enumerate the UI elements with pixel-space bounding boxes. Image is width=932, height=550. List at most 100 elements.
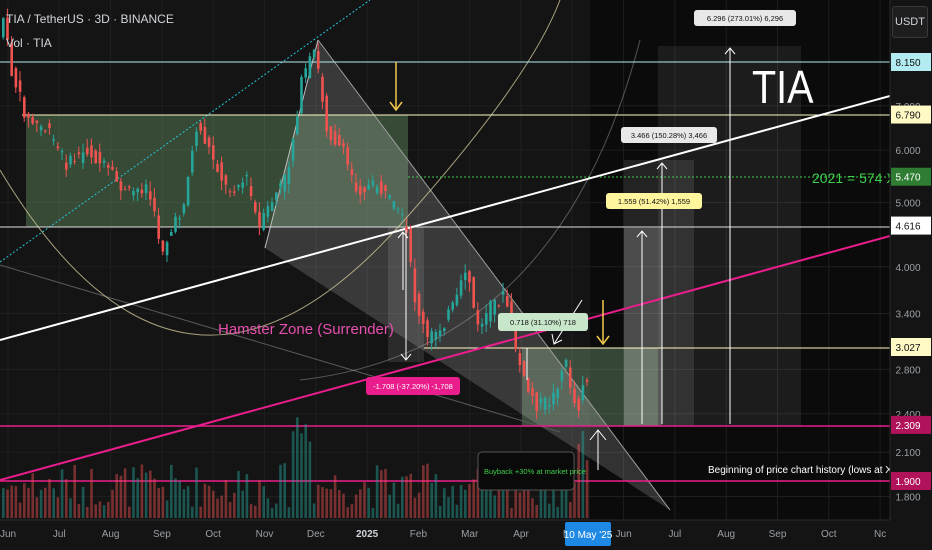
candle	[388, 194, 391, 199]
volume-bar	[514, 488, 517, 518]
volume-bar	[409, 473, 412, 518]
candle	[60, 151, 64, 153]
y-tick-label: 1.800	[895, 493, 920, 504]
candle	[56, 146, 60, 149]
volume-bar	[573, 482, 576, 518]
price-label-box	[891, 415, 931, 434]
history-label: Beginning of price chart history (lows a…	[708, 465, 932, 476]
price-label-box	[891, 216, 931, 235]
multiplier-label: 2021 = 574 X	[812, 170, 896, 186]
volume-bar	[220, 495, 223, 518]
volume-bar	[443, 488, 446, 518]
volume-bar	[518, 492, 522, 518]
volume-bar	[308, 441, 312, 518]
price-label-box	[891, 53, 931, 71]
candle	[48, 123, 51, 128]
candle	[191, 150, 194, 173]
candle	[65, 162, 68, 170]
candle	[275, 192, 278, 200]
volume-bar	[266, 498, 270, 518]
volume-bar	[497, 472, 501, 518]
volume-bar	[48, 478, 51, 518]
y-tick-label: 6.000	[895, 146, 920, 157]
volume-bar	[94, 504, 97, 518]
candle	[170, 231, 173, 236]
price-label-box	[891, 105, 931, 124]
candle	[485, 313, 488, 325]
candle	[354, 182, 358, 192]
candle	[157, 215, 160, 239]
candle	[14, 68, 18, 88]
volume-bar	[552, 464, 555, 518]
volume-bar	[401, 476, 404, 518]
price-label: 6.790	[895, 111, 920, 122]
volume-bar	[10, 485, 13, 518]
candle	[413, 268, 417, 303]
candle	[287, 167, 291, 184]
candle	[564, 359, 568, 367]
volume-bar	[81, 486, 85, 518]
volume-bar	[304, 424, 307, 518]
volume-bar	[86, 506, 89, 518]
candle	[556, 388, 559, 399]
candle	[270, 202, 274, 211]
symbol-header: TIA / TetherUS · 3D · BINANCE	[6, 12, 174, 26]
target-box-1	[624, 228, 662, 426]
volume-bar	[346, 507, 349, 518]
candle	[249, 186, 253, 196]
volume-bar	[493, 495, 496, 518]
volume-bar	[270, 507, 274, 518]
candle	[228, 191, 232, 193]
candle	[384, 184, 387, 192]
candle	[409, 228, 412, 262]
candle	[174, 216, 177, 232]
currency-button[interactable]: USDT	[892, 6, 928, 38]
volume-bar	[249, 504, 253, 518]
candle	[480, 323, 484, 327]
volume-bar	[447, 497, 450, 518]
volume-bar	[245, 474, 249, 518]
volume-bar	[65, 479, 68, 518]
volume-bar	[224, 480, 228, 518]
volume-bar	[476, 468, 480, 518]
volume-header: Vol · TIA	[6, 36, 52, 50]
candle	[2, 18, 5, 38]
volume-bar	[464, 489, 467, 518]
volume-bar	[123, 468, 127, 518]
candle	[510, 301, 513, 322]
candle	[216, 164, 219, 172]
candle	[527, 377, 530, 392]
current-date-label: 10 May '25	[564, 530, 613, 541]
candle	[392, 200, 396, 209]
y-tick-label: 2.800	[895, 365, 920, 376]
candle	[304, 68, 307, 78]
candle	[434, 332, 438, 340]
volume-bar	[35, 497, 39, 518]
candle	[237, 185, 240, 188]
volume-bar	[199, 506, 202, 518]
candle	[380, 181, 383, 194]
volume-bar	[39, 489, 43, 518]
volume-bar	[60, 469, 64, 518]
candle	[18, 80, 22, 92]
volume-bar	[115, 473, 118, 518]
candle	[77, 152, 81, 155]
x-tick-label: Jul	[669, 529, 682, 540]
candle	[438, 330, 442, 336]
y-tick-label: 3.400	[895, 310, 920, 321]
measure-51: 1.559 (51.42%) 1,559	[618, 197, 690, 206]
candle	[455, 294, 459, 306]
volume-bar	[275, 503, 278, 518]
candle	[451, 302, 454, 310]
candle	[573, 388, 576, 404]
candle	[342, 143, 345, 147]
candle	[44, 130, 47, 132]
candle	[426, 320, 429, 338]
volume-bar	[262, 486, 265, 518]
candle	[312, 49, 316, 58]
measure-150: 3.466 (150.28%) 3,466	[631, 131, 707, 140]
price-label: 8.150	[895, 58, 920, 69]
volume-bar	[165, 500, 169, 518]
price-label: 4.616	[895, 222, 920, 233]
